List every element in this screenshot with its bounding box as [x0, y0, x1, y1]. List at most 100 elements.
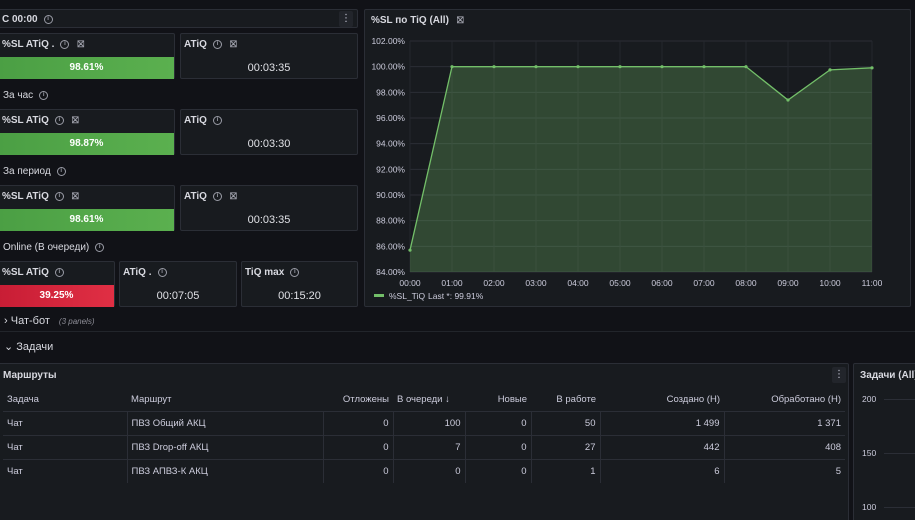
x-tick-label: 09:00 — [777, 278, 799, 288]
data-point — [786, 98, 790, 102]
sl-atiq-panel-2: %SL ATiQ i ⛝ 98.87% — [0, 109, 175, 155]
table-row[interactable]: Чат ПВЗ Drop-off АКЦ 0 7 0 27 442 408 — [3, 434, 845, 459]
info-icon[interactable]: i — [54, 267, 64, 277]
chevron-down-icon: ⌄ — [4, 341, 14, 353]
chevron-right-icon: › — [4, 315, 8, 327]
sl-atiq-panel-3: %SL ATiQ i ⛝ 98.61% — [0, 185, 175, 231]
routes-table: Задача Маршрут Отложены В очереди ↓ Новы… — [3, 389, 845, 483]
info-icon[interactable]: i — [290, 267, 300, 277]
table-cell: 0 — [392, 458, 465, 483]
data-point — [828, 68, 832, 72]
info-icon[interactable]: i — [212, 39, 222, 49]
y-tick-label: 90.00% — [376, 190, 405, 200]
data-point — [450, 65, 454, 69]
info-icon[interactable]: i — [54, 191, 64, 201]
table-cell: 1 — [530, 458, 600, 483]
link-off-icon[interactable]: ⛝ — [456, 15, 464, 26]
row-header-tasks[interactable]: ⌄ Задачи — [4, 341, 54, 353]
info-icon[interactable]: i — [39, 90, 49, 100]
table-cell: 5 — [723, 458, 845, 483]
x-tick-label: 00:00 — [399, 278, 421, 288]
table-cell: 442 — [599, 434, 724, 459]
panel-title: Маршруты — [3, 370, 57, 381]
panel-count: (3 panels) — [58, 317, 95, 326]
series-area — [410, 66, 872, 272]
info-icon[interactable]: i — [43, 14, 53, 24]
table-cell: 1 371 — [723, 410, 845, 435]
panel-menu-button[interactable]: ⋮ — [339, 11, 353, 27]
info-icon[interactable]: i — [60, 39, 70, 49]
info-icon[interactable]: i — [212, 191, 222, 201]
grid-line — [884, 453, 915, 454]
data-point — [534, 65, 538, 69]
atiq-value: 00:03:35 — [247, 62, 291, 74]
atiq-panel-3: ATiQ i ⛝ 00:03:35 — [180, 185, 358, 231]
sl-value-bar: 98.61% — [0, 209, 174, 231]
panel-title: %SL ATiQ — [2, 115, 49, 126]
table-cell: Чат — [3, 434, 127, 459]
table-row[interactable]: Чат ПВЗ АПВЗ-К АКЦ 0 0 0 1 6 5 — [3, 458, 845, 483]
column-header[interactable]: Отложены — [342, 394, 389, 406]
x-tick-label: 07:00 — [693, 278, 715, 288]
sl-tiq-chart-panel: %SL по TiQ (All) ⛝ 84.00% 86.00% 88.00% 90.0… — [364, 9, 911, 307]
table-cell: ПВЗ АПВЗ-К АКЦ — [126, 458, 323, 483]
column-header[interactable]: Задача — [7, 394, 39, 406]
data-point — [744, 65, 748, 69]
sl-tiq-chart: 84.00% 86.00% 88.00% 90.00% 92.00% 94.00% 96.0… — [371, 36, 882, 301]
table-cell: ПВЗ Drop-off АКЦ — [126, 434, 323, 459]
data-point — [618, 65, 622, 69]
panel-title: %SL ATiQ . — [2, 39, 55, 50]
x-tick-label: 08:00 — [735, 278, 757, 288]
table-cell: 0 — [322, 434, 393, 459]
y-tick-label: 98.00% — [376, 87, 405, 97]
info-icon[interactable]: i — [56, 166, 66, 176]
y-tick-label: 100 — [862, 502, 877, 512]
table-cell: 0 — [322, 410, 393, 435]
row-header-chatbot[interactable]: › Чат-бот (3 panels) — [4, 315, 95, 327]
online-atiq-panel: ATiQ . i 00:07:05 — [119, 261, 237, 307]
legend-series-name: %SL_TiQ — [389, 291, 425, 301]
table-cell: 6 — [599, 458, 724, 483]
panel-title: %SL ATiQ — [2, 267, 49, 278]
y-tick-label: 86.00% — [376, 241, 405, 251]
series-line — [409, 66, 873, 251]
data-point — [492, 65, 496, 69]
panel-title: %SL ATiQ — [2, 191, 49, 202]
table-cell: 408 — [723, 434, 845, 459]
atiq-value: 00:03:30 — [247, 138, 291, 150]
column-header[interactable]: Создано (Н) — [666, 394, 720, 406]
row-divider — [0, 331, 915, 332]
y-tick-label: 102.00% — [371, 36, 405, 46]
column-header[interactable]: Маршрут — [131, 394, 172, 406]
column-header[interactable]: В работе — [556, 394, 596, 406]
x-tick-label: 03:00 — [525, 278, 547, 288]
info-icon[interactable]: i — [95, 242, 105, 252]
y-tick-label: 92.00% — [376, 164, 405, 174]
link-off-icon[interactable]: ⛝ — [229, 39, 237, 50]
top-panel-title: С 00:00 i — [2, 14, 53, 25]
table-header-row: Задача Маршрут Отложены В очереди ↓ Новы… — [3, 389, 845, 411]
data-point — [408, 248, 412, 252]
grid-line — [884, 507, 915, 508]
data-point — [576, 65, 580, 69]
x-tick-label: 04:00 — [567, 278, 589, 288]
panel-title: ATiQ . — [123, 267, 152, 278]
info-icon[interactable]: i — [212, 115, 222, 125]
link-off-icon[interactable]: ⛝ — [71, 191, 79, 202]
y-tick-label: 200 — [862, 394, 877, 404]
sl-value-bar: 98.87% — [0, 133, 174, 155]
link-off-icon[interactable]: ⛝ — [77, 39, 85, 50]
info-icon[interactable]: i — [157, 267, 167, 277]
column-header[interactable]: Обработано (Н) — [771, 394, 841, 406]
online-sl-panel: %SL ATiQ i 39.25% — [0, 261, 115, 307]
y-tick-label: 150 — [862, 448, 877, 458]
column-header-sorted[interactable]: В очереди ↓ — [397, 394, 450, 406]
info-icon[interactable]: i — [54, 115, 64, 125]
column-header[interactable]: Новые — [497, 394, 527, 406]
sl-value-bar: 98.61% — [0, 57, 174, 79]
link-off-icon[interactable]: ⛝ — [71, 115, 79, 126]
link-off-icon[interactable]: ⛝ — [229, 191, 237, 202]
panel-menu-button[interactable]: ⋮ — [832, 367, 846, 383]
x-tick-label: 05:00 — [609, 278, 631, 288]
table-row[interactable]: Чат ПВЗ Общий АКЦ 0 100 0 50 1 499 1 371 — [3, 410, 845, 435]
